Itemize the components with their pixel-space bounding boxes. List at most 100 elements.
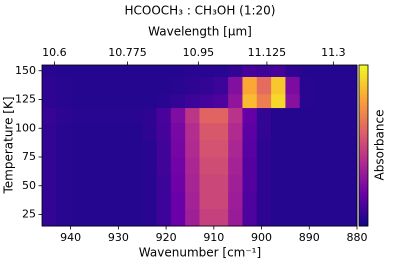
heatmap-cell — [99, 157, 115, 175]
heatmap-cell — [242, 157, 258, 175]
heatmap-cell — [99, 208, 115, 227]
heatmap-cell — [185, 174, 200, 192]
colorbar-step — [359, 201, 368, 206]
heatmap-cell — [199, 76, 215, 95]
heatmap-cell — [113, 122, 129, 141]
colorbar-step — [359, 180, 368, 184]
heatmap-cell — [42, 76, 57, 95]
heatmap-cell — [299, 76, 315, 95]
heatmap-cell — [199, 157, 215, 175]
heatmap-cell — [142, 191, 158, 210]
heatmap-cell — [271, 139, 286, 158]
heatmap-cell — [185, 122, 200, 141]
heatmap-cell — [84, 76, 100, 95]
y-axis-label: Temperature [K] — [2, 96, 16, 194]
heatmap-cell — [314, 122, 329, 141]
colorbar-step — [359, 207, 368, 211]
colorbar-step — [359, 78, 368, 82]
heatmap-cell — [328, 139, 344, 158]
heatmap-cell — [256, 107, 272, 123]
heatmap-cell — [342, 208, 358, 227]
heatmap-cell — [156, 93, 172, 109]
colorbar-step — [359, 199, 368, 203]
heatmap-cell — [185, 139, 200, 158]
colorbar-step — [359, 134, 368, 138]
heatmap-cell — [142, 65, 158, 77]
x-tick-label: 890 — [299, 231, 320, 244]
heatmap-cell — [113, 208, 129, 227]
heatmap-cell — [242, 139, 258, 158]
heatmap-cell — [228, 191, 243, 210]
colorbar-step — [359, 166, 368, 171]
heatmap-cell — [156, 174, 172, 192]
heatmap-cell — [228, 139, 243, 158]
heatmap-cell — [228, 65, 243, 77]
heatmap-cell — [342, 107, 358, 123]
heatmap-cell — [84, 122, 100, 141]
heatmap-cell — [70, 107, 86, 123]
heatmap-cell — [299, 107, 315, 123]
heatmap-cell — [70, 93, 86, 109]
heatmap-cell — [170, 65, 186, 77]
heatmap-cell — [271, 76, 286, 95]
heatmap-cell — [113, 65, 129, 77]
colorbar-step — [359, 129, 368, 133]
colorbar-step — [359, 209, 368, 214]
colorbar-step — [359, 183, 368, 187]
heatmap-cell — [342, 139, 358, 158]
heatmap-cell — [228, 107, 243, 123]
colorbar-step — [359, 113, 368, 117]
y-tick-label: 125 — [15, 93, 36, 106]
heatmap-cell — [285, 139, 301, 158]
colorbar-step — [359, 105, 368, 109]
heatmap-cell — [213, 65, 229, 77]
heatmap-cell — [213, 208, 229, 227]
colorbar-step — [359, 83, 368, 87]
heatmap-cell — [156, 208, 172, 227]
heatmap-cell — [113, 174, 129, 192]
heatmap-cell — [142, 76, 158, 95]
heatmap-cell — [84, 208, 100, 227]
y-tick-label: 150 — [15, 64, 36, 77]
heatmap-cell — [84, 139, 100, 158]
y-tick-label: 25 — [22, 208, 36, 221]
heatmap-cell — [328, 191, 344, 210]
heatmap-cell — [113, 93, 129, 109]
heatmap-cell — [142, 107, 158, 123]
heatmap-cell — [84, 107, 100, 123]
heatmap-cell — [42, 93, 57, 109]
heatmap-cell — [285, 76, 301, 95]
heatmap-cell — [213, 174, 229, 192]
colorbar-step — [359, 75, 368, 79]
heatmap-cell — [70, 76, 86, 95]
colorbar-step — [359, 217, 368, 222]
heatmap-cell — [242, 208, 258, 227]
heatmap-cell — [170, 157, 186, 175]
heatmap-cell — [56, 93, 72, 109]
colorbar-step — [359, 169, 368, 173]
plot-frame — [41, 64, 358, 227]
heatmap-cell — [199, 93, 215, 109]
colorbar-step — [359, 73, 368, 77]
heatmap-cell — [228, 157, 243, 175]
heatmap-cell — [213, 107, 229, 123]
heatmap-cell — [42, 157, 57, 175]
colorbar-step — [359, 156, 368, 160]
colorbar-step — [359, 212, 368, 216]
colorbar-step — [359, 175, 368, 179]
heatmap-cell — [142, 93, 158, 109]
heatmap-cell — [213, 93, 229, 109]
heatmap-cell — [42, 191, 57, 210]
y-tick-label: 50 — [22, 179, 36, 192]
heatmap-cell — [271, 65, 286, 77]
x2-tick-label: 10.6 — [42, 46, 67, 59]
heatmap-cell — [314, 157, 329, 175]
heatmap-cell — [56, 76, 72, 95]
heatmap-cell — [242, 191, 258, 210]
heatmap-cell — [70, 174, 86, 192]
heatmap-cell — [185, 157, 200, 175]
heatmap-cell — [242, 122, 258, 141]
colorbar-step — [359, 223, 368, 227]
colorbar-label: Absorbance — [373, 110, 387, 181]
heatmap-cell — [156, 191, 172, 210]
